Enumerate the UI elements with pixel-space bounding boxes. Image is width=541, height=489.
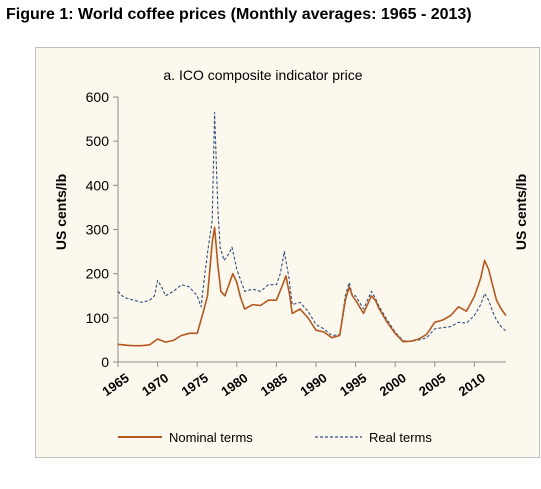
x-tick-label: 1990: [297, 370, 329, 399]
chart-title: a. ICO composite indicator price: [163, 67, 362, 83]
y-tick-label: 300: [86, 222, 110, 238]
y-axis-label-right: US cents/lb: [513, 174, 529, 250]
y-tick-label: 400: [86, 177, 110, 193]
y-axis-label-left: US cents/lb: [53, 174, 69, 250]
x-tick-label: 1970: [139, 370, 171, 399]
legend: Nominal terms Real terms: [118, 430, 432, 445]
legend-label-real: Real terms: [369, 430, 432, 445]
chart-panel: [35, 47, 540, 458]
y-tick-label: 0: [101, 354, 109, 370]
legend-label-nominal: Nominal terms: [169, 430, 253, 445]
x-tick-label: 1980: [218, 370, 250, 399]
x-tick-label: 2000: [377, 370, 409, 399]
y-tick-label: 600: [86, 89, 110, 105]
series-layer: [117, 111, 507, 347]
series-line-real: [117, 111, 507, 342]
y-tick-label: 200: [86, 266, 110, 282]
x-tick-label: 1995: [337, 370, 369, 399]
x-tick-label: 1985: [258, 370, 290, 399]
x-tick-label: 1965: [99, 370, 131, 399]
x-tick-label: 2010: [456, 370, 488, 399]
x-tick-label: 2005: [416, 370, 448, 399]
y-tick-label: 500: [86, 133, 110, 149]
series-line-nominal: [117, 226, 507, 347]
y-tick-label: 100: [86, 310, 110, 326]
figure-title: Figure 1: World coffee prices (Monthly a…: [6, 6, 472, 23]
x-tick-label: 1975: [179, 370, 211, 399]
